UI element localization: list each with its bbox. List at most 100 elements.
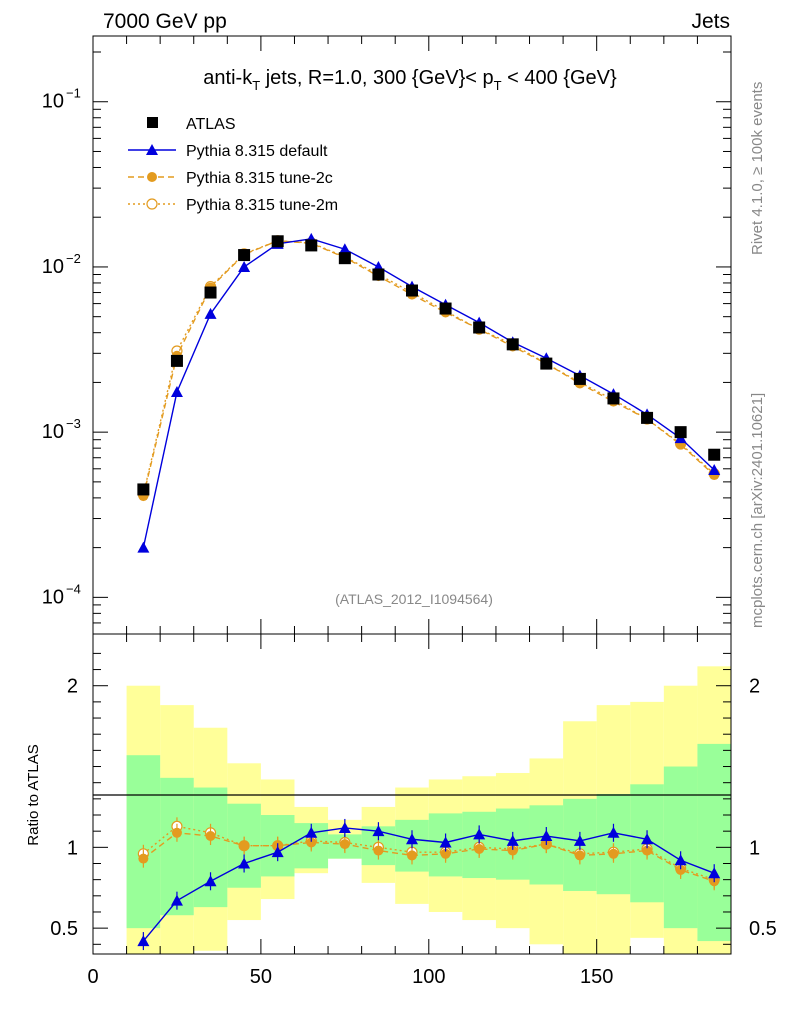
ratio-default-point — [305, 826, 318, 838]
main-y-tick-exponent: −3 — [66, 416, 81, 431]
ratio-tune2c-point — [574, 850, 585, 861]
ratio-default-point — [372, 825, 385, 837]
legend-atlas-label: ATLAS — [186, 116, 236, 133]
legend-default-marker — [146, 144, 158, 155]
ratio-tune2c-point — [440, 848, 451, 859]
main-atlas-point — [473, 321, 486, 334]
ratio-default-point — [238, 857, 251, 869]
ratio-y-tick-label: 1 — [67, 837, 78, 859]
ratio-default-point — [473, 828, 486, 840]
main-y-tick-label: 10 — [42, 91, 64, 113]
main-atlas-point — [372, 268, 385, 281]
ratio-default-point — [204, 875, 217, 887]
main-default-point — [238, 260, 251, 272]
ratio-ylabel: Ratio to ATLAS — [25, 744, 42, 845]
legend-tune2m-label: Pythia 8.315 tune-2m — [186, 197, 338, 214]
x-tick-label: 100 — [412, 966, 445, 988]
main-atlas-point — [238, 249, 251, 262]
green-band-bin — [126, 755, 161, 929]
ratio-default-point — [540, 830, 553, 842]
main-panel-axes: 10−110−210−310−4 — [42, 36, 732, 635]
ratio-y-tick-label-right: 1 — [749, 837, 760, 859]
ratio-default-point — [406, 833, 418, 845]
ratio-tune2c-point — [407, 850, 417, 861]
ratio-tune2c-point — [373, 845, 384, 856]
main-default-point — [708, 464, 721, 476]
ratio-tune2c-point — [339, 839, 350, 850]
main-y-tick-exponent: −1 — [66, 86, 81, 101]
mcplots-label: mcplots.cern.ch [arXiv:2401.10621] — [749, 393, 766, 628]
ratio-default-point — [607, 826, 620, 838]
header-process-label: Jets — [691, 10, 730, 33]
main-atlas-point — [439, 302, 452, 315]
legend-tune2c-marker — [147, 172, 157, 182]
main-y-tick-exponent: −4 — [66, 581, 81, 596]
ratio-default-point — [170, 894, 183, 906]
title-prefix-sub: T — [252, 78, 260, 93]
ratio-tune2c-point — [507, 845, 518, 856]
legend-tune2c-label: Pythia 8.315 tune-2c — [186, 170, 333, 187]
analysis-id-watermark: (ATLAS_2012_I1094564) — [335, 591, 493, 607]
main-default-line — [142, 238, 715, 548]
main-default-point — [204, 307, 217, 319]
ratio-panel-series — [137, 817, 721, 951]
ratio-tune2c-point — [642, 845, 653, 856]
ratio-default-point — [708, 867, 721, 879]
chart-title: anti-kT jets, R=1.0, 300 {GeV}< pT < 400… — [203, 67, 617, 93]
ratio-default-point — [674, 854, 687, 866]
ratio-default-point — [137, 935, 150, 947]
ratio-y-tick-label-right: 0.5 — [749, 918, 777, 940]
ratio-tune2c-point — [306, 837, 317, 848]
ratio-y-tick-label-right: 2 — [749, 676, 760, 698]
ratio-uncertainty-bands — [126, 666, 731, 954]
ratio-panel-axes: 0.5 0.5 1 1 2 2 0 50 100 150 — [50, 634, 777, 988]
legend-atlas-marker — [147, 117, 158, 128]
rivet-version-label: Rivet 4.1.0, ≥ 100k events — [749, 82, 766, 255]
ratio-tune2c-line — [142, 832, 715, 882]
ratio-y-tick-label: 0.5 — [50, 918, 78, 940]
ratio-y-tick-label: 2 — [67, 676, 78, 698]
main-y-tick-label: 10 — [42, 586, 64, 608]
ratio-default-point — [271, 846, 284, 858]
main-atlas-point — [137, 483, 150, 496]
main-atlas-point — [573, 372, 586, 385]
legend-default-label: Pythia 8.315 default — [186, 143, 328, 160]
ratio-tune2c-point — [675, 864, 686, 875]
main-y-tick-label: 10 — [42, 421, 64, 443]
ratio-tune2c-point — [608, 848, 619, 859]
ratio-default-point — [573, 834, 586, 846]
ratio-tune2c-point — [138, 853, 149, 864]
main-panel-series — [137, 232, 721, 553]
green-band-bin — [663, 766, 698, 929]
x-tick-label: 150 — [580, 966, 613, 988]
main-atlas-point — [708, 448, 721, 461]
ratio-default-point — [506, 834, 519, 846]
ratio-default-line — [142, 827, 715, 942]
main-atlas-point — [170, 354, 183, 367]
main-atlas-point — [271, 235, 284, 248]
title-middle: jets, R=1.0, 300 {GeV}< p — [260, 67, 494, 89]
ratio-tune2m-line — [142, 825, 715, 881]
ratio-tune2c-point — [474, 843, 485, 854]
main-tune2m-line — [142, 240, 715, 495]
header-energy-label: 7000 GeV pp — [103, 10, 227, 33]
ratio-tune2c-point — [239, 840, 250, 851]
main-y-tick-exponent: −2 — [66, 251, 81, 266]
ratio-tune2c-point — [205, 831, 216, 842]
ratio-default-point — [439, 836, 452, 848]
main-default-point — [338, 243, 351, 255]
main-atlas-point — [641, 411, 654, 424]
legend: ATLAS Pythia 8.315 default Pythia 8.315 … — [128, 116, 338, 214]
main-atlas-point — [338, 252, 351, 265]
x-tick-label: 0 — [87, 966, 98, 988]
title-middle-sub: T — [494, 78, 502, 93]
main-atlas-point — [406, 284, 418, 297]
main-default-point — [137, 541, 150, 553]
main-default-point — [170, 385, 183, 397]
ratio-default-point — [338, 821, 351, 833]
ratio-tune2c-point — [171, 827, 182, 838]
main-y-tick-label: 10 — [42, 256, 64, 278]
title-prefix: anti-k — [203, 67, 253, 89]
main-tune2c-line — [142, 240, 715, 497]
